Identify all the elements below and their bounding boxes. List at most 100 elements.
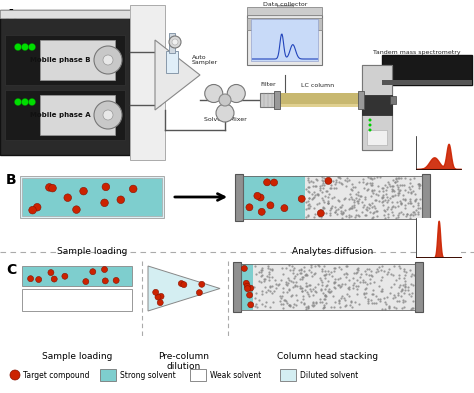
- Bar: [241, 264, 415, 310]
- Circle shape: [244, 283, 250, 289]
- Bar: [22, 178, 162, 216]
- Circle shape: [153, 289, 159, 295]
- Circle shape: [73, 206, 80, 213]
- Circle shape: [219, 94, 231, 106]
- Bar: [247, 7, 322, 15]
- Bar: [274, 91, 280, 109]
- Bar: [252, 19, 319, 61]
- Circle shape: [368, 123, 372, 127]
- Circle shape: [245, 286, 251, 292]
- Circle shape: [298, 195, 305, 202]
- Text: C: C: [6, 263, 16, 277]
- Circle shape: [178, 281, 184, 286]
- Text: Tandem mass spectrometry: Tandem mass spectrometry: [373, 50, 461, 55]
- Bar: [367, 130, 387, 145]
- Text: Weak solvent: Weak solvent: [210, 371, 261, 380]
- Bar: [362, 65, 392, 150]
- Text: Strong solvent: Strong solvent: [120, 371, 176, 380]
- Bar: [100, 369, 116, 381]
- Circle shape: [246, 204, 253, 211]
- Text: A: A: [6, 8, 17, 22]
- Circle shape: [199, 281, 205, 287]
- Text: LC column: LC column: [301, 83, 335, 88]
- Circle shape: [172, 39, 178, 45]
- Text: Auto
Sampler: Auto Sampler: [192, 55, 218, 65]
- Bar: [247, 18, 322, 30]
- Bar: [243, 176, 305, 219]
- Circle shape: [64, 194, 72, 202]
- Circle shape: [51, 276, 57, 282]
- Bar: [422, 174, 430, 221]
- Text: Mobile phase A: Mobile phase A: [30, 112, 91, 118]
- Bar: [241, 264, 415, 310]
- Bar: [358, 91, 364, 109]
- Circle shape: [158, 293, 164, 299]
- Circle shape: [10, 370, 20, 380]
- Circle shape: [368, 119, 372, 121]
- Circle shape: [102, 278, 108, 284]
- Circle shape: [227, 84, 245, 103]
- Circle shape: [243, 280, 249, 286]
- Circle shape: [248, 302, 254, 308]
- Circle shape: [101, 199, 109, 207]
- Circle shape: [103, 55, 113, 65]
- Circle shape: [196, 290, 202, 296]
- Polygon shape: [148, 266, 220, 311]
- Bar: [243, 176, 422, 219]
- Circle shape: [94, 46, 122, 74]
- Text: Mobile phase B: Mobile phase B: [30, 57, 90, 63]
- Bar: [415, 262, 423, 312]
- Circle shape: [129, 185, 137, 193]
- Circle shape: [62, 273, 68, 279]
- Circle shape: [21, 44, 28, 50]
- Circle shape: [83, 279, 89, 285]
- Text: Solvent Mixer: Solvent Mixer: [204, 117, 246, 122]
- Circle shape: [15, 99, 21, 105]
- Circle shape: [103, 110, 113, 120]
- Circle shape: [27, 275, 34, 282]
- Text: Filter: Filter: [260, 82, 276, 87]
- Bar: [243, 176, 422, 219]
- Bar: [235, 174, 243, 221]
- Circle shape: [117, 196, 125, 204]
- Bar: [382, 80, 472, 85]
- Bar: [276, 104, 360, 107]
- Circle shape: [216, 104, 234, 122]
- Circle shape: [94, 101, 122, 129]
- Circle shape: [205, 84, 223, 103]
- Bar: [166, 51, 178, 73]
- Text: Sample loading: Sample loading: [42, 352, 112, 361]
- Circle shape: [157, 299, 163, 306]
- Circle shape: [49, 184, 56, 192]
- Circle shape: [101, 266, 108, 272]
- Text: Pre-column
dilution: Pre-column dilution: [158, 352, 210, 371]
- Circle shape: [21, 99, 28, 105]
- Circle shape: [102, 183, 109, 191]
- Bar: [5, 35, 125, 85]
- Text: Sample loading: Sample loading: [57, 247, 127, 256]
- Circle shape: [33, 204, 41, 211]
- Text: Data collector: Data collector: [263, 2, 307, 7]
- Bar: [169, 33, 175, 53]
- Circle shape: [325, 177, 332, 184]
- Bar: [40, 40, 115, 80]
- Circle shape: [36, 277, 42, 283]
- Circle shape: [46, 184, 53, 191]
- Bar: [0, 10, 130, 18]
- Circle shape: [258, 208, 265, 215]
- Bar: [190, 369, 206, 381]
- Circle shape: [264, 179, 271, 186]
- Circle shape: [271, 179, 278, 186]
- Circle shape: [181, 282, 187, 288]
- Circle shape: [281, 205, 288, 212]
- Circle shape: [28, 44, 36, 50]
- Circle shape: [248, 285, 254, 291]
- Bar: [276, 93, 360, 107]
- Bar: [5, 90, 125, 140]
- Circle shape: [246, 292, 253, 298]
- Polygon shape: [155, 40, 200, 110]
- Circle shape: [267, 202, 274, 209]
- Circle shape: [48, 270, 54, 275]
- Circle shape: [15, 44, 21, 50]
- Bar: [277, 5, 293, 15]
